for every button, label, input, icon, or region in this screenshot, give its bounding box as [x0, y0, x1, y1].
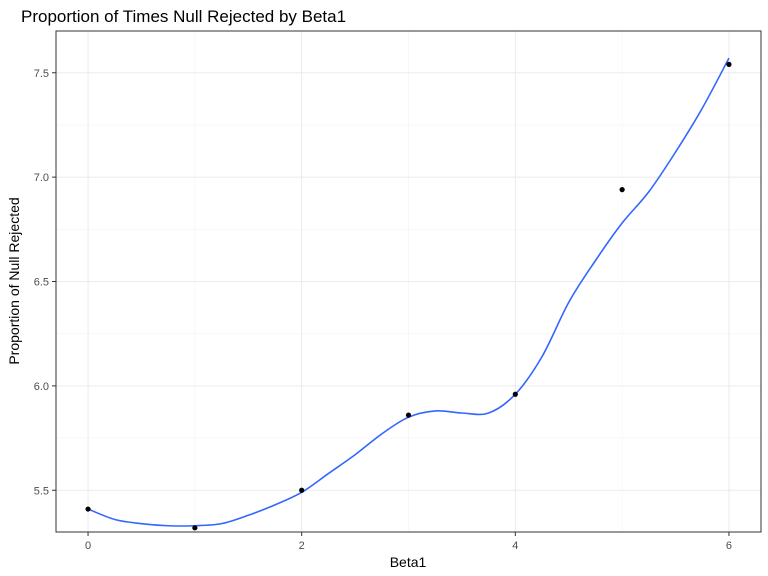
x-tick-label: 2 — [299, 540, 305, 552]
data-point — [512, 391, 518, 397]
y-tick-label: 7.5 — [34, 68, 49, 80]
major-gridlines — [56, 31, 761, 532]
data-point — [85, 506, 91, 512]
y-tick-label: 7.0 — [34, 172, 49, 184]
axis-tick-labels: 0 2 4 6 5.5 6.0 6.5 7.0 7.5 — [34, 68, 732, 552]
y-axis-title: Proportion of Null Rejected — [6, 197, 22, 364]
y-tick-label: 6.0 — [34, 381, 49, 393]
x-axis-title: Beta1 — [390, 554, 427, 570]
data-point — [192, 525, 198, 531]
data-points — [85, 61, 732, 531]
x-tick-label: 4 — [512, 540, 518, 552]
y-tick-label: 6.5 — [34, 277, 49, 289]
data-point — [619, 187, 625, 193]
x-tick-label: 6 — [726, 540, 732, 552]
axis-ticks — [52, 72, 730, 536]
data-point — [405, 412, 412, 418]
y-tick-label: 5.5 — [34, 485, 49, 497]
chart-title: Proportion of Times Null Rejected by Bet… — [21, 7, 346, 26]
x-tick-label: 0 — [85, 540, 91, 552]
data-point — [726, 61, 732, 67]
data-point — [299, 487, 305, 493]
minor-gridlines — [56, 31, 761, 532]
